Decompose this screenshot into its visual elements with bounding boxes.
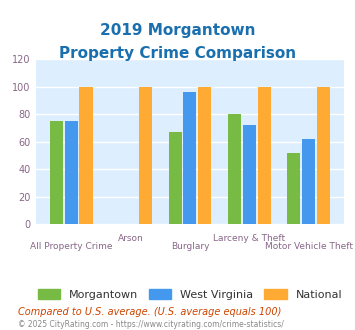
Bar [184, 92, 196, 224]
Text: Property Crime Comparison: Property Crime Comparison [59, 46, 296, 61]
Text: Compared to U.S. average. (U.S. average equals 100): Compared to U.S. average. (U.S. average … [18, 307, 281, 317]
Text: Arson: Arson [118, 234, 143, 243]
Bar [228, 115, 241, 224]
Text: Larceny & Theft: Larceny & Theft [213, 234, 285, 243]
Bar [302, 139, 315, 224]
Bar [258, 87, 271, 224]
Bar [80, 87, 93, 224]
Text: © 2025 CityRating.com - https://www.cityrating.com/crime-statistics/: © 2025 CityRating.com - https://www.city… [18, 320, 284, 329]
Bar [243, 125, 256, 224]
Bar [169, 132, 182, 224]
Bar [317, 87, 330, 224]
Bar [198, 87, 211, 224]
Bar [139, 87, 152, 224]
Text: Burglary: Burglary [171, 242, 209, 251]
Bar [287, 153, 300, 224]
Bar [50, 121, 63, 224]
Legend: Morgantown, West Virginia, National: Morgantown, West Virginia, National [33, 285, 346, 305]
Text: All Property Crime: All Property Crime [30, 242, 113, 251]
Bar [65, 121, 78, 224]
Text: Motor Vehicle Theft: Motor Vehicle Theft [265, 242, 353, 251]
Text: 2019 Morgantown: 2019 Morgantown [100, 23, 255, 38]
